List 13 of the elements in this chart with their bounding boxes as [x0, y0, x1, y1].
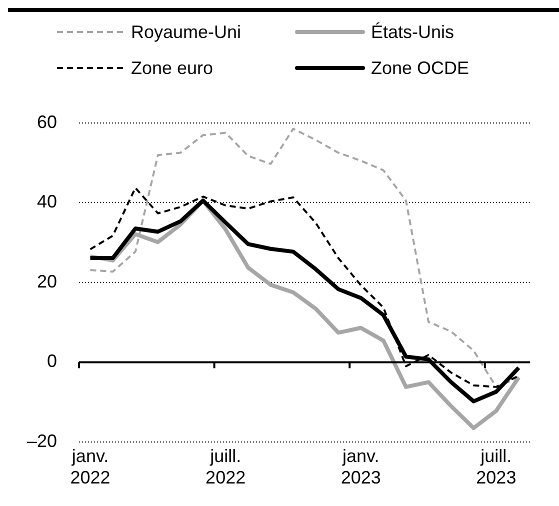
x-tick-label: janv. 2023 [340, 446, 381, 488]
legend-label: Zone OCDE [371, 58, 470, 78]
x-tick-label: juill. 2022 [206, 446, 246, 488]
x-tick-label: juill. 2023 [476, 446, 516, 488]
y-tick-label: 60 [36, 112, 57, 132]
legend-label: Royaume-Uni [131, 22, 242, 42]
y-tick-label: 0 [46, 351, 57, 372]
x-tick-label: janv. 2022 [70, 446, 110, 488]
y-tick-label: 40 [36, 192, 57, 212]
legend-label: États-Unis [371, 22, 454, 42]
y-tick-label: –20 [26, 430, 57, 451]
y-tick-label: 20 [36, 271, 57, 292]
legend-label: Zone euro [131, 58, 214, 78]
